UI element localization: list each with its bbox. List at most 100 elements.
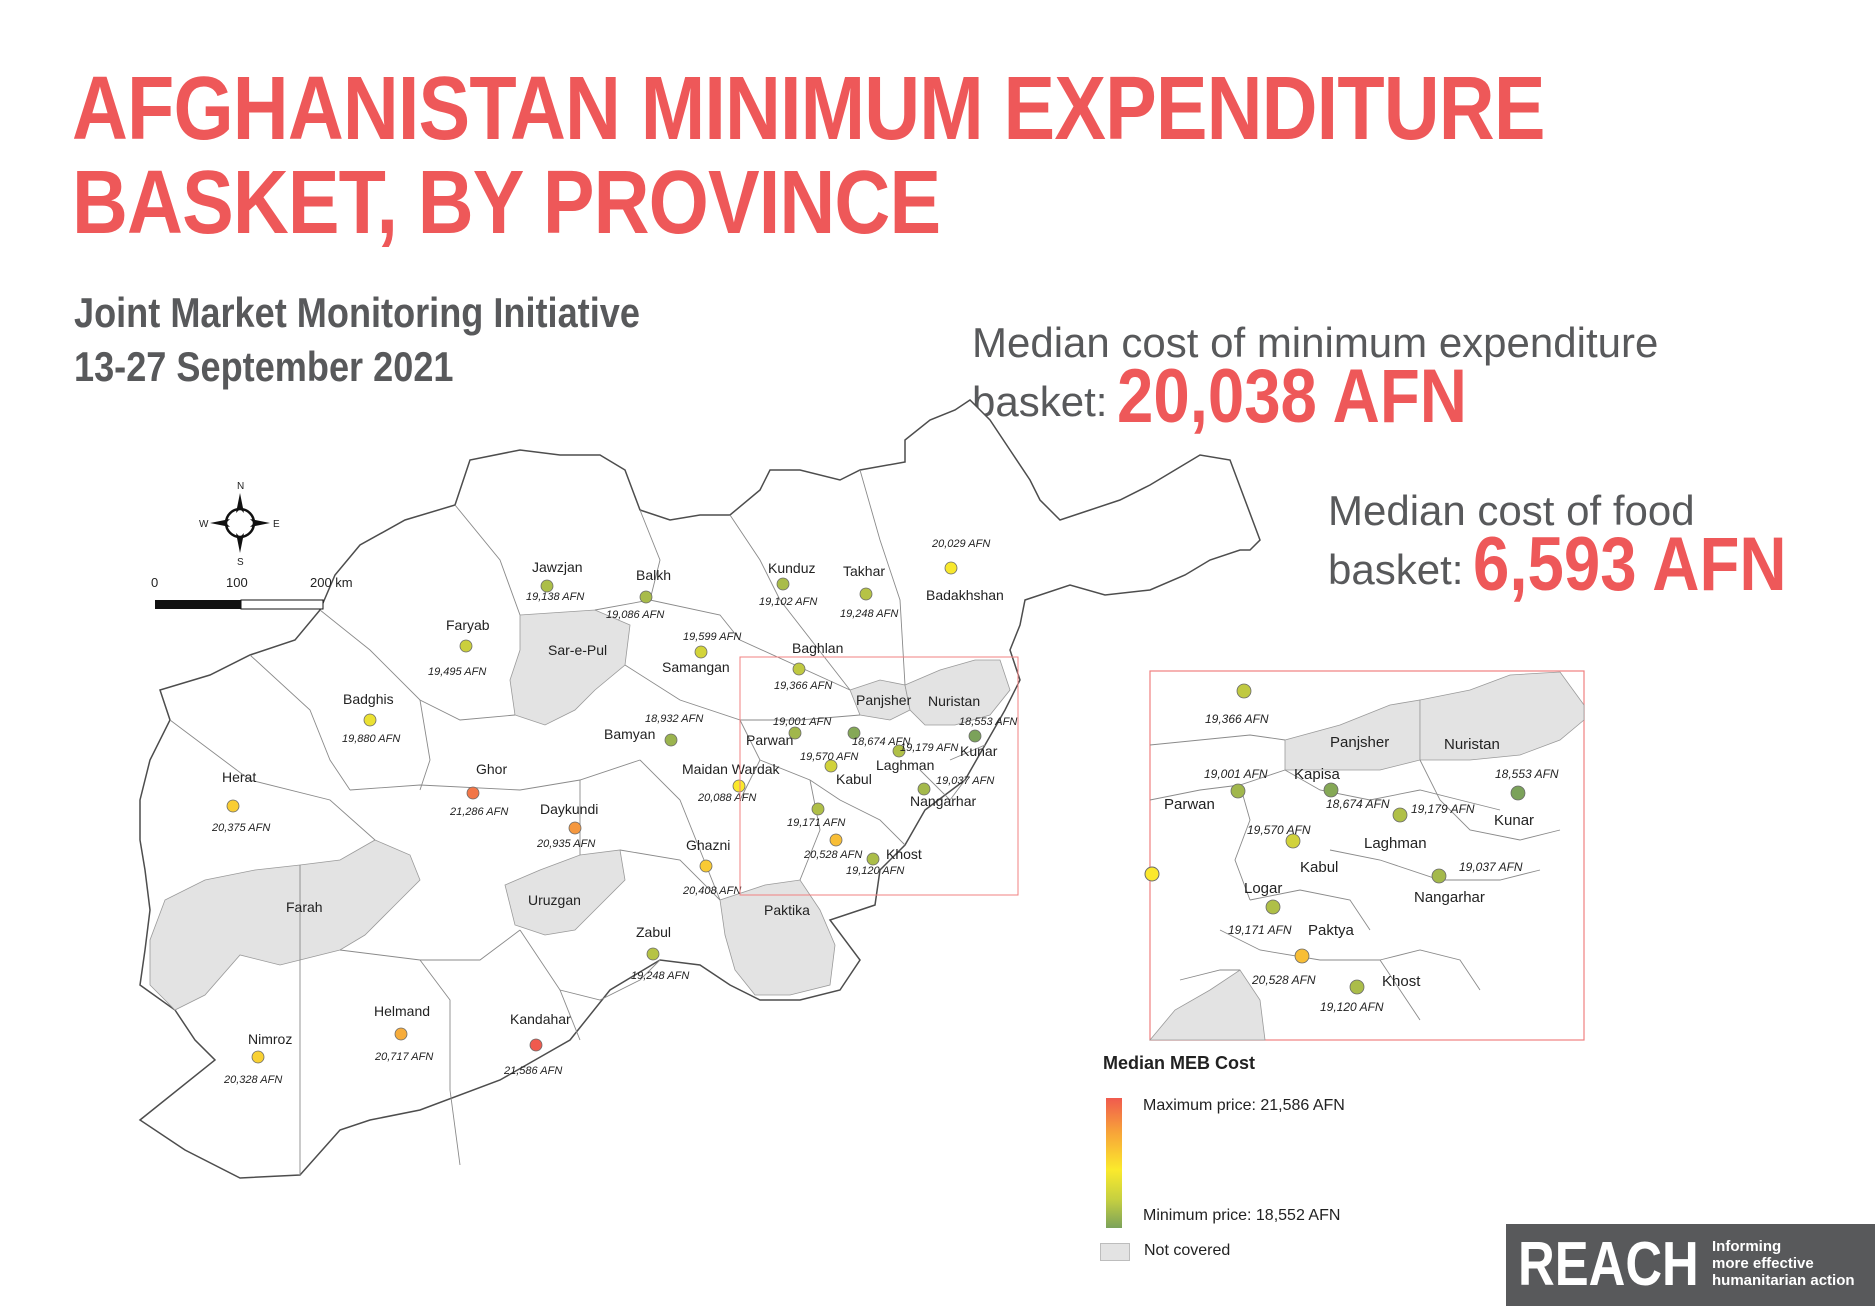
- main-value-label-baghlan: 19,366 AFN: [774, 680, 832, 692]
- main-value-label-jawzjan: 19,138 AFN: [526, 591, 584, 603]
- province-label-bamyan: Bamyan: [604, 726, 655, 742]
- main-marker-nimroz: [251, 1050, 265, 1064]
- inset-value-label-kapisa: 18,674 AFN: [1326, 797, 1390, 811]
- main-value-label-badakhshan: 20,029 AFN: [931, 538, 990, 550]
- inset-not-covered-nuristan: [1419, 671, 1585, 761]
- reach-logo: REACH Informing more effective humanitar…: [1506, 1224, 1875, 1306]
- province-label-paktika: Paktika: [764, 902, 810, 918]
- inset-value-label-laghman: 19,179 AFN: [1411, 802, 1475, 816]
- main-marker-kunar: [968, 729, 982, 743]
- main-value-label-daykundi: 20,935 AFN: [536, 838, 595, 850]
- reach-tagline-line3: humanitarian action: [1712, 1272, 1855, 1289]
- main-marker-kabul: [824, 759, 838, 773]
- compass-circle: [224, 507, 256, 539]
- main-marker-khost: [866, 852, 880, 866]
- not-covered-paktika: [719, 879, 836, 996]
- main-value-label-logar: 19,171 AFN: [787, 817, 845, 829]
- inset-marker-kapisa: [1323, 782, 1339, 798]
- title-line-1: AFGHANISTAN MINIMUM EXPENDITURE: [72, 59, 1545, 159]
- compass-s: S: [237, 557, 244, 568]
- inset-value-label-baghlan: 19,366 AFN: [1205, 712, 1269, 726]
- main-value-label-kunar: 18,553 AFN: [959, 716, 1017, 728]
- map-area: Jawzjan Balkh Kunduz Takhar Badakhshan F…: [138, 399, 1261, 1179]
- scale-tick-200: 200 km: [310, 575, 353, 590]
- inset-label-parwan: Parwan: [1164, 796, 1215, 813]
- inset-marker-laghman: [1392, 807, 1408, 823]
- inset-label-nangarhar: Nangarhar: [1414, 889, 1485, 906]
- legend-color-ramp: [1106, 1098, 1122, 1228]
- main-value-label-laghman: 19,179 AFN: [900, 742, 958, 754]
- legend-min-label: Minimum price: 18,552 AFN: [1143, 1207, 1341, 1224]
- meb-median-value: 20,038 AFN: [1117, 354, 1468, 439]
- not-covered-areas: [149, 609, 1011, 1011]
- province-label-ghor: Ghor: [476, 761, 507, 777]
- not-covered-nuristan: [904, 659, 1011, 726]
- province-label-nimroz: Nimroz: [248, 1031, 292, 1047]
- main-marker-samangan: [694, 645, 708, 659]
- inset-label-kunar: Kunar: [1494, 812, 1534, 829]
- food-median-value: 6,593 AFN: [1473, 522, 1788, 607]
- province-label-maidan-wardak: Maidan Wardak: [682, 761, 781, 777]
- inset-value-label-khost: 19,120 AFN: [1320, 1000, 1384, 1014]
- scale-tick-100: 100: [226, 575, 248, 590]
- inset-extent-frame: [739, 656, 1019, 896]
- main-value-label-takhar: 19,248 AFN: [840, 608, 898, 620]
- subtitle: Joint Market Monitoring Initiative 13-27…: [74, 286, 640, 394]
- province-label-balkh: Balkh: [636, 567, 671, 583]
- province-label-ghazni: Ghazni: [686, 837, 730, 853]
- inset-label-khost: Khost: [1382, 973, 1421, 990]
- subtitle-date: 13-27 September 2021: [74, 343, 454, 390]
- reach-tagline-line2: more effective: [1712, 1255, 1814, 1272]
- page-title: AFGHANISTAN MINIMUM EXPENDITURE BASKET, …: [72, 62, 1545, 250]
- reach-logo-tagline: Informing more effective humanitarian ac…: [1712, 1238, 1855, 1289]
- main-marker-kapisa: [847, 726, 861, 740]
- main-marker-ghazni: [699, 859, 713, 873]
- inset-value-label-kunar: 18,553 AFN: [1495, 767, 1559, 781]
- main-value-label-badghis: 19,880 AFN: [342, 733, 400, 745]
- inset-marker-kunar: [1510, 785, 1526, 801]
- province-label-nuristan: Nuristan: [928, 693, 980, 709]
- inset-labels: Panjsher Nuristan Parwan Kapisa Kunar Ka…: [1164, 734, 1534, 990]
- legend-not-covered-label: Not covered: [1144, 1242, 1231, 1259]
- scale-tick-0: 0: [151, 575, 158, 590]
- main-marker-kandahar: [529, 1038, 543, 1052]
- main-value-label-paktya: 20,528 AFN: [803, 849, 862, 861]
- main-marker-ghor: [466, 786, 480, 800]
- province-label-parwan: Parwan: [746, 732, 793, 748]
- province-label-sar-e-pul: Sar-e-Pul: [548, 642, 607, 658]
- province-label-laghman: Laghman: [876, 757, 934, 773]
- main-marker-zabul: [646, 947, 660, 961]
- compass-needle: [210, 493, 270, 553]
- main-value-label-kandahar: 21,586 AFN: [503, 1065, 562, 1077]
- inset-label-paktya: Paktya: [1308, 922, 1355, 939]
- main-marker-bamyan: [664, 733, 678, 747]
- main-marker-badghis: [363, 713, 377, 727]
- meb-median-stat: Median cost of minimum expenditure baske…: [972, 316, 1658, 439]
- main-marker-nangarhar: [917, 782, 931, 796]
- main-value-label-herat: 20,375 AFN: [211, 822, 270, 834]
- main-value-label-maidan-wardak: 20,088 AFN: [697, 792, 756, 804]
- main-value-label-kunduz: 19,102 AFN: [759, 596, 817, 608]
- scale-bar: 0 100 200 km: [151, 575, 353, 610]
- inset-marker-baghlan: [1236, 683, 1252, 699]
- title-line-2: BASKET, BY PROVINCE: [72, 153, 941, 253]
- inset-marker-paktya: [1294, 948, 1310, 964]
- province-label-kunar: Kunar: [960, 743, 998, 759]
- main-marker-jawzjan: [540, 579, 554, 593]
- main-value-label-khost: 19,120 AFN: [846, 865, 904, 877]
- inset-boundaries: [1149, 734, 1561, 1021]
- main-marker-herat: [226, 799, 240, 813]
- inset-label-kapisa: Kapisa: [1294, 766, 1341, 783]
- main-marker-logar: [811, 802, 825, 816]
- inset-value-label-paktya: 20,528 AFN: [1251, 973, 1316, 987]
- inset-map-markers: 19,366 AFN 19,001 AFN 18,674 AFN 18,553 AFN…: [1144, 683, 1559, 1014]
- food-median-label-line1: Median cost of food: [1328, 487, 1695, 534]
- province-label-kunduz: Kunduz: [768, 560, 815, 576]
- province-label-daykundi: Daykundi: [540, 801, 598, 817]
- province-label-jawzjan: Jawzjan: [532, 559, 583, 575]
- inset-marker-kabul: [1285, 833, 1301, 849]
- country-outline: [138, 399, 1261, 1179]
- legend-max-label: Maximum price: 21,586 AFN: [1143, 1097, 1345, 1114]
- main-marker-kunduz: [776, 577, 790, 591]
